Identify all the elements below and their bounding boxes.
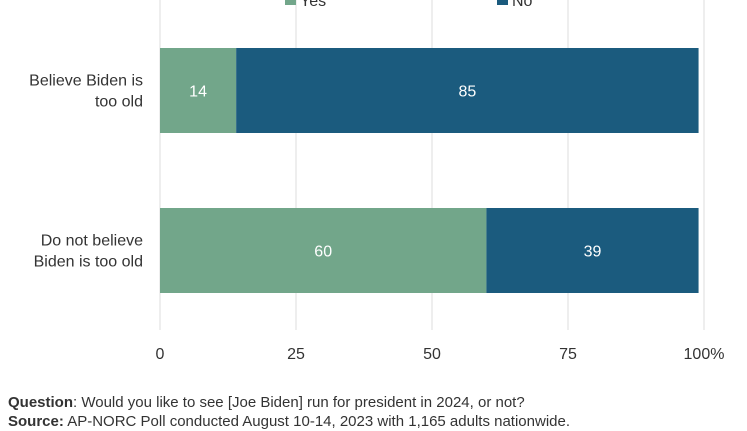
chart-footer: Question: Would you like to see [Joe Bid… <box>8 393 743 431</box>
source-label: Source: <box>8 413 64 430</box>
legend-label-yes: Yes <box>300 0 326 10</box>
question-label: Question <box>8 394 74 411</box>
x-tick-label-75: 75 <box>559 346 577 363</box>
category-label-2-line-1: Do not believe <box>41 233 143 250</box>
bar-yes-2 <box>160 208 487 293</box>
legend-label-no: No <box>512 0 533 10</box>
category-label-1-line-2: too old <box>95 94 143 111</box>
question-line: Question: Would you like to see [Joe Bid… <box>8 393 743 412</box>
x-tick-label-0: 0 <box>156 346 165 363</box>
legend-swatch-yes <box>285 0 296 5</box>
question-text: : Would you like to see [Joe Biden] run … <box>73 394 525 411</box>
x-tick-label-25: 25 <box>287 346 305 363</box>
category-label-2-line-2: Biden is too old <box>34 254 143 271</box>
source-text: AP-NORC Poll conducted August 10-14, 202… <box>63 413 571 430</box>
data-label-no-2: 39 <box>584 244 602 261</box>
x-tick-label-100: 100% <box>684 346 725 363</box>
legend-swatch-no <box>497 0 508 5</box>
data-label-yes-2: 60 <box>314 244 332 261</box>
source-line: Source: AP-NORC Poll conducted August 10… <box>8 412 743 431</box>
data-label-yes-1: 14 <box>189 84 207 101</box>
category-label-1-line-1: Believe Biden is <box>29 73 143 90</box>
x-tick-label-50: 50 <box>423 346 441 363</box>
data-label-no-1: 85 <box>458 84 476 101</box>
bar-no-2 <box>486 208 699 293</box>
stacked-bar-chart: 0 25 50 75 100% 14 85 Believe Biden is too old 60… <box>29 0 725 363</box>
bar-no-1 <box>236 48 699 133</box>
bar-yes-1 <box>160 48 237 133</box>
